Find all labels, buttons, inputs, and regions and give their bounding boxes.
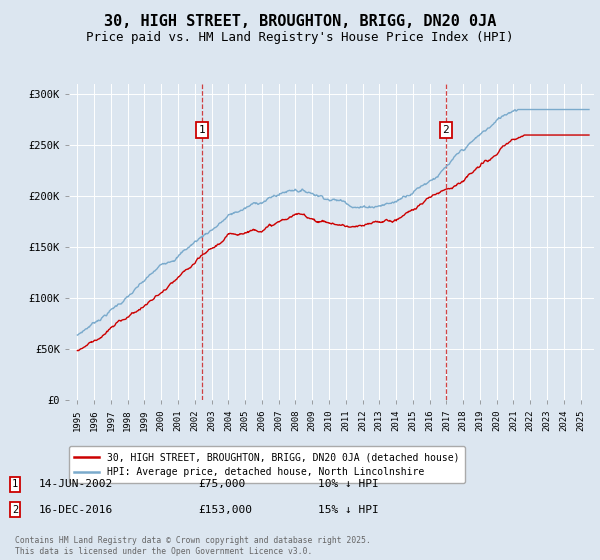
Legend: 30, HIGH STREET, BROUGHTON, BRIGG, DN20 0JA (detached house), HPI: Average price: 30, HIGH STREET, BROUGHTON, BRIGG, DN20 … [68, 446, 465, 483]
Text: Price paid vs. HM Land Registry's House Price Index (HPI): Price paid vs. HM Land Registry's House … [86, 31, 514, 44]
Text: 10% ↓ HPI: 10% ↓ HPI [318, 479, 379, 489]
Text: 2: 2 [442, 125, 449, 135]
Text: 16-DEC-2016: 16-DEC-2016 [39, 505, 113, 515]
Text: 14-JUN-2002: 14-JUN-2002 [39, 479, 113, 489]
Text: 30, HIGH STREET, BROUGHTON, BRIGG, DN20 0JA: 30, HIGH STREET, BROUGHTON, BRIGG, DN20 … [104, 14, 496, 29]
Text: £75,000: £75,000 [198, 479, 245, 489]
Text: 1: 1 [12, 479, 18, 489]
Text: 2: 2 [12, 505, 18, 515]
Text: 1: 1 [199, 125, 206, 135]
Text: Contains HM Land Registry data © Crown copyright and database right 2025.
This d: Contains HM Land Registry data © Crown c… [15, 536, 371, 556]
Text: £153,000: £153,000 [198, 505, 252, 515]
Text: 15% ↓ HPI: 15% ↓ HPI [318, 505, 379, 515]
